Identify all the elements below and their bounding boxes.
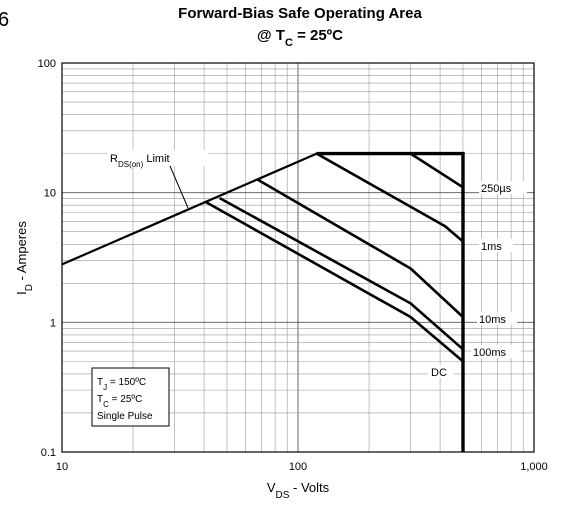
condition-tc-prefix: T [97, 394, 103, 405]
series-label-100ms: 100ms [473, 347, 507, 359]
condition-tc: TC = 25ºC [97, 394, 142, 409]
condition-tc-suffix: = 25ºC [109, 394, 142, 405]
series-label-dc: DC [431, 367, 447, 379]
rds-limit-suffix: Limit [143, 153, 169, 165]
rds-limit-sub: DS(on) [118, 160, 144, 169]
soa-boundary-line [61, 152, 318, 266]
rds-limit-label: RDS(on) Limit [110, 153, 170, 169]
figure-number: 6 [0, 9, 9, 31]
series-label-10ms: 10ms [479, 314, 506, 326]
x-tick-label: 10 [56, 461, 68, 473]
y-axis-label-main: I [14, 291, 29, 295]
chart-subtitle-prefix: @ T [257, 27, 285, 44]
soa-boundary-envelope [316, 151, 465, 452]
chart-subtitle-suffix: = 25ºC [293, 27, 343, 44]
x-axis-label-main: V [267, 480, 276, 495]
rds-limit-bg [108, 150, 208, 166]
chart-subtitle-sub: C [285, 37, 293, 49]
series-labels: 250µs 1ms 10ms 100ms DC [428, 181, 527, 379]
x-axis-label: VDS - Volts [267, 480, 330, 501]
label-bg-1ms [479, 239, 513, 252]
y-axis-label-suffix: - Amperes [14, 221, 29, 284]
y-axis-label: ID - Amperes [14, 221, 35, 295]
x-tick-labels: 10 100 1,000 [56, 461, 548, 473]
series-line-10ms [257, 178, 465, 319]
label-bg-10ms [477, 312, 517, 325]
series-lines [205, 152, 465, 363]
condition-tj-prefix: T [97, 377, 103, 388]
y-axis-label-sub: D [24, 284, 35, 291]
series-line-100ms [219, 197, 465, 351]
series-label-1ms: 1ms [481, 241, 502, 253]
condition-tj-sub: J [103, 383, 107, 392]
series-line-250s [409, 152, 465, 189]
condition-tj-suffix: = 150ºC [107, 377, 146, 388]
y-tick-label: 1 [50, 317, 56, 329]
series-line-dc [205, 201, 465, 363]
conditions-box [91, 367, 170, 427]
y-tick-label: 100 [38, 58, 56, 70]
series-line-1ms [315, 152, 465, 243]
chart-subtitle: @ TC = 25ºC [257, 27, 343, 49]
rds-limit-prefix: R [110, 153, 118, 165]
x-axis-label-sub: DS [276, 490, 290, 501]
x-axis-label-suffix: - Volts [289, 480, 329, 495]
condition-tj: TJ = 150ºC [97, 377, 146, 392]
soa-boundary-group [61, 151, 465, 452]
x-tick-label: 1,000 [520, 461, 548, 473]
chart-title: Forward-Bias Safe Operating Area [178, 5, 422, 22]
y-tick-label: 10 [44, 188, 56, 200]
y-tick-labels: 0.1 1 10 100 [38, 58, 56, 459]
y-tick-label: 0.1 [41, 447, 56, 459]
x-tick-label: 100 [289, 461, 307, 473]
rds-limit-leader [169, 165, 189, 209]
plot-frame [61, 62, 535, 453]
condition-pulse: Single Pulse [97, 411, 153, 422]
label-bg-250us [479, 181, 527, 194]
condition-tc-sub: C [103, 400, 109, 409]
label-bg-dc [428, 365, 454, 378]
label-bg-100ms [471, 345, 521, 358]
series-label-250us: 250µs [481, 183, 512, 195]
